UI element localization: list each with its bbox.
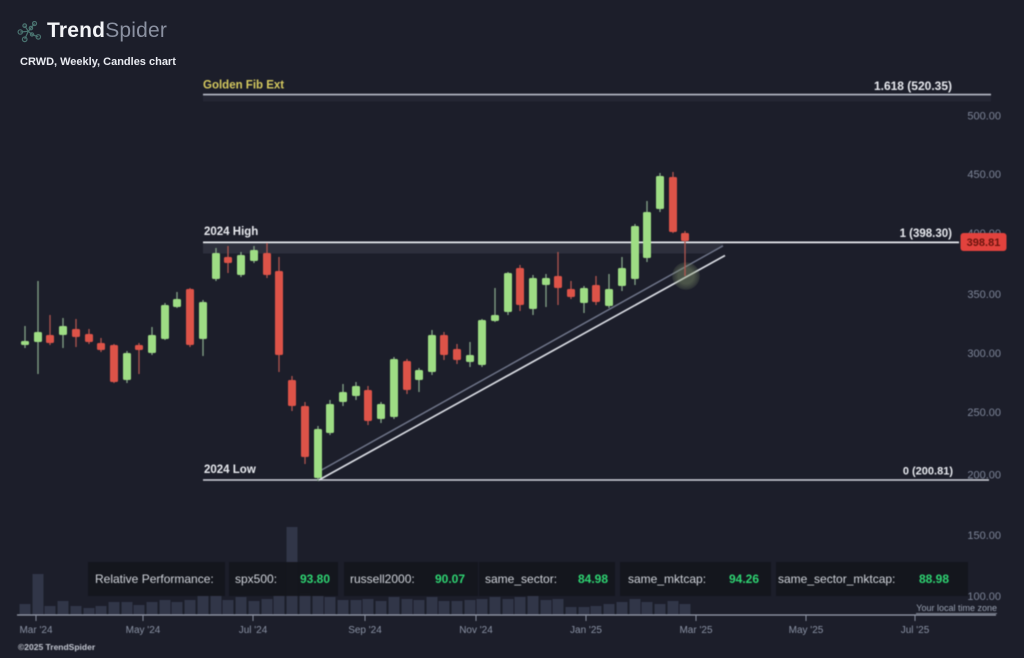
svg-text:Jul '25: Jul '25 (901, 625, 930, 636)
svg-text:Golden Fib Ext: Golden Fib Ext (203, 80, 284, 92)
svg-text:200.00: 200.00 (967, 470, 1001, 482)
svg-text:1 (398.30): 1 (398.30) (900, 228, 953, 240)
svg-text:88.98: 88.98 (919, 572, 949, 586)
svg-text:same_sector_mktcap:: same_sector_mktcap: (778, 572, 895, 586)
svg-text:Mar '24: Mar '24 (19, 625, 52, 636)
svg-text:Nov '24: Nov '24 (459, 625, 493, 636)
svg-text:398.81: 398.81 (967, 237, 1001, 249)
svg-text:450.00: 450.00 (967, 169, 1001, 181)
svg-text:Relative Performance:: Relative Performance: (95, 572, 214, 586)
svg-text:Your local time zone: Your local time zone (916, 603, 997, 613)
svg-text:Jul '24: Jul '24 (239, 625, 268, 636)
svg-text:Jan '25: Jan '25 (570, 625, 602, 636)
svg-text:Mar '25: Mar '25 (679, 625, 712, 636)
svg-text:94.26: 94.26 (729, 572, 759, 586)
svg-text:90.07: 90.07 (435, 572, 465, 586)
svg-text:250.00: 250.00 (967, 407, 1001, 419)
svg-text:same_mktcap:: same_mktcap: (628, 572, 706, 586)
svg-text:150.00: 150.00 (967, 530, 1001, 542)
svg-text:2024 Low: 2024 Low (204, 464, 256, 476)
svg-text:2024 High: 2024 High (204, 226, 258, 238)
svg-text:0 (200.81): 0 (200.81) (903, 466, 953, 478)
svg-text:May '25: May '25 (789, 625, 824, 636)
svg-text:350.00: 350.00 (967, 289, 1001, 301)
svg-text:84.98: 84.98 (578, 572, 608, 586)
svg-text:May '24: May '24 (126, 625, 161, 636)
svg-text:©2025 TrendSpider: ©2025 TrendSpider (18, 642, 96, 652)
svg-text:300.00: 300.00 (967, 348, 1001, 360)
svg-text:500.00: 500.00 (967, 111, 1001, 123)
svg-text:russell2000:: russell2000: (350, 572, 415, 586)
svg-text:same_sector:: same_sector: (485, 572, 557, 586)
svg-text:100.00: 100.00 (967, 591, 1001, 603)
svg-text:Sep '24: Sep '24 (348, 625, 382, 636)
svg-text:93.80: 93.80 (300, 572, 330, 586)
svg-text:spx500:: spx500: (235, 572, 277, 586)
svg-text:1.618 (520.35): 1.618 (520.35) (874, 79, 952, 93)
